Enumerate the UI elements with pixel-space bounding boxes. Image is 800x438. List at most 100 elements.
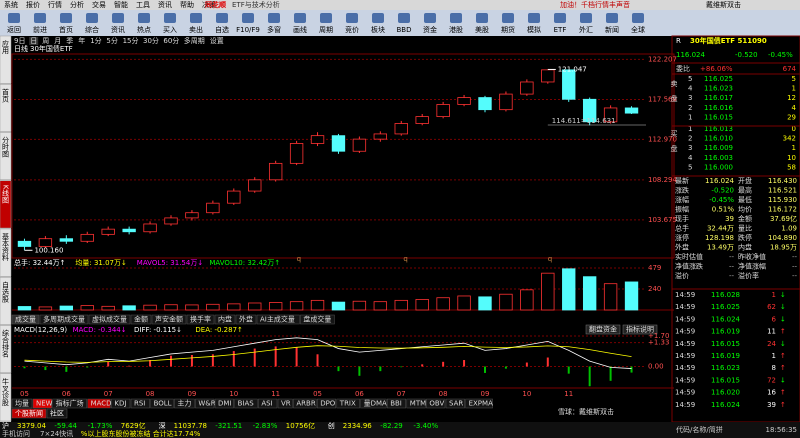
- tool-label[interactable]: 多窗: [267, 25, 281, 34]
- tool-label[interactable]: ETF: [554, 26, 567, 34]
- tool-icon[interactable]: [580, 13, 592, 23]
- volume-tab-label[interactable]: 多周期成交量: [43, 315, 85, 324]
- menu-item[interactable]: 帮助: [180, 0, 194, 9]
- period-tab[interactable]: 15分: [123, 36, 139, 45]
- tool-label[interactable]: 卖出: [189, 25, 203, 34]
- volume-tab-label[interactable]: 换手率: [190, 315, 211, 324]
- indicator-tab-label[interactable]: BOLL: [154, 400, 172, 408]
- indicator-tab-label[interactable]: 指标广场: [56, 399, 84, 408]
- tool-icon[interactable]: [502, 13, 514, 23]
- indicator-tab[interactable]: [277, 398, 293, 409]
- period-tab[interactable]: 周: [42, 37, 49, 45]
- indicator-tab-label[interactable]: VR: [281, 400, 291, 408]
- period-tab[interactable]: 年: [78, 36, 85, 45]
- indicator-tab-label[interactable]: RSI: [134, 400, 145, 408]
- indicator-tab[interactable]: [316, 398, 337, 409]
- indicator-tab[interactable]: [258, 398, 278, 409]
- menu-item[interactable]: 分析: [70, 0, 84, 9]
- indicator-tab-label[interactable]: DPO: [320, 400, 336, 408]
- tool-icon[interactable]: [346, 13, 358, 23]
- tool-icon[interactable]: [34, 13, 46, 23]
- indicator-tab-label[interactable]: 主力: [177, 399, 191, 408]
- period-tab[interactable]: 1分: [90, 36, 101, 45]
- volume-tab[interactable]: [39, 314, 89, 325]
- tool-label[interactable]: 港股: [449, 25, 463, 34]
- indicator-tab[interactable]: [445, 398, 465, 409]
- side-tab[interactable]: [0, 325, 12, 373]
- period-tab[interactable]: 季: [66, 36, 73, 45]
- indicator-tab-label[interactable]: ASI: [261, 400, 272, 408]
- indicator-tab[interactable]: [111, 398, 131, 409]
- indicator-tab-label[interactable]: W&R: [198, 400, 215, 408]
- indicator-tab[interactable]: [386, 398, 407, 409]
- menu-item[interactable]: 行情: [48, 0, 62, 9]
- indicator-tab-label[interactable]: 量DMA: [364, 400, 387, 408]
- tool-icon[interactable]: [86, 13, 98, 23]
- side-tab-label[interactable]: 首页: [2, 87, 10, 103]
- tool-label[interactable]: 期货: [501, 25, 515, 34]
- indicator-tab[interactable]: [195, 398, 215, 409]
- indicator-tab-label[interactable]: SAR: [449, 400, 463, 408]
- indicator-tab-label[interactable]: 均量: [15, 399, 29, 408]
- news-tab-label[interactable]: 个股新闻: [15, 409, 43, 418]
- tool-icon[interactable]: [164, 13, 176, 23]
- indicator-tab-label[interactable]: OBV: [429, 400, 444, 408]
- indicator-tab[interactable]: [426, 398, 446, 409]
- tool-label[interactable]: 模拟: [527, 25, 541, 34]
- side-tab[interactable]: [0, 373, 12, 422]
- side-tab[interactable]: [0, 132, 12, 180]
- tool-icon[interactable]: [8, 13, 20, 23]
- tool-icon[interactable]: [372, 13, 384, 23]
- indicator-tab-label[interactable]: BBI: [390, 400, 402, 408]
- volume-tab[interactable]: [235, 314, 257, 325]
- side-tab-label[interactable]: K线图: [2, 185, 10, 205]
- tool-icon[interactable]: [60, 13, 72, 23]
- volume-tab[interactable]: [88, 314, 131, 325]
- tool-icon[interactable]: [398, 13, 410, 23]
- side-tab-label[interactable]: 分时图: [2, 136, 10, 159]
- news-tab[interactable]: [11, 408, 47, 419]
- volume-tab-label[interactable]: 盘成交量: [303, 315, 331, 324]
- tool-label[interactable]: 画线: [293, 25, 307, 34]
- indicator-tab[interactable]: [406, 398, 426, 409]
- macd-button[interactable]: [622, 324, 658, 335]
- indicator-tab-label[interactable]: TRIX: [339, 400, 356, 408]
- tool-label[interactable]: 新闻: [605, 25, 619, 34]
- volume-tab-label[interactable]: 成交量: [15, 315, 36, 324]
- indicator-tab[interactable]: [130, 398, 150, 409]
- tool-icon[interactable]: [476, 13, 488, 23]
- indicator-tab[interactable]: [11, 398, 33, 409]
- tool-icon[interactable]: [606, 13, 618, 23]
- menu-item[interactable]: 报价: [26, 0, 40, 9]
- tool-label[interactable]: 全球: [631, 25, 645, 34]
- volume-tab[interactable]: [11, 314, 40, 325]
- tool-label[interactable]: 资讯: [111, 25, 125, 34]
- indicator-tab[interactable]: [293, 398, 317, 409]
- period-tab[interactable]: 月: [54, 37, 61, 45]
- tool-label[interactable]: 热点: [137, 25, 151, 34]
- menu-item[interactable]: 系统: [4, 0, 18, 9]
- side-tab-label[interactable]: 应用: [2, 39, 10, 55]
- side-tab[interactable]: [0, 228, 12, 277]
- tool-icon[interactable]: [242, 13, 254, 23]
- indicator-tab[interactable]: [360, 398, 387, 409]
- tool-icon[interactable]: [632, 13, 644, 23]
- tool-icon[interactable]: [554, 13, 566, 23]
- tool-icon[interactable]: [450, 13, 462, 23]
- volume-tab-label[interactable]: 外盘: [239, 315, 253, 324]
- volume-tab[interactable]: [300, 314, 335, 325]
- tool-icon[interactable]: [528, 13, 540, 23]
- side-tab[interactable]: [0, 84, 12, 132]
- tool-label[interactable]: 买入: [163, 26, 177, 34]
- tool-label[interactable]: 前进: [33, 25, 47, 34]
- indicator-tab[interactable]: [214, 398, 234, 409]
- side-tab-label[interactable]: 牛叉诊股: [2, 377, 10, 407]
- macd-button-label[interactable]: 翻盘资金: [589, 325, 617, 334]
- volume-tab[interactable]: [214, 314, 236, 325]
- period-tab[interactable]: 9日: [14, 37, 25, 45]
- period-tab[interactable]: 60分: [163, 36, 179, 45]
- tool-icon[interactable]: [216, 13, 228, 23]
- side-tab[interactable]: [0, 277, 12, 325]
- indicator-tab[interactable]: [336, 398, 360, 409]
- indicator-tab-label[interactable]: MACD: [91, 400, 112, 408]
